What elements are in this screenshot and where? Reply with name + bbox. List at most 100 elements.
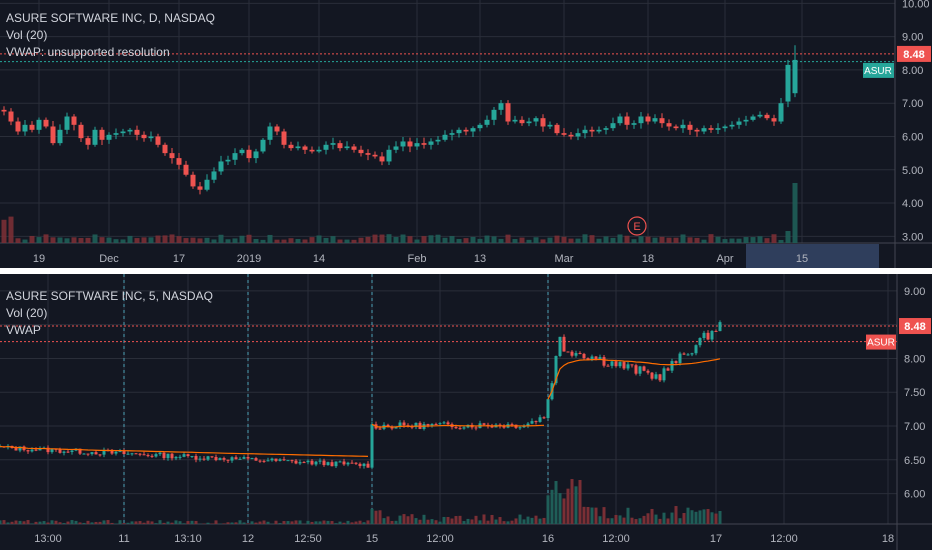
candle-body[interactable]	[86, 453, 90, 455]
candle-body[interactable]	[202, 458, 206, 460]
candle-body[interactable]	[674, 361, 678, 364]
candle-body[interactable]	[82, 453, 86, 455]
candle-body[interactable]	[792, 59, 798, 94]
candle-body[interactable]	[446, 422, 450, 425]
candle-body[interactable]	[158, 452, 162, 455]
candle-body[interactable]	[710, 330, 714, 340]
time-range-highlight[interactable]	[746, 244, 879, 268]
candle-body[interactable]	[645, 116, 651, 122]
candle-body[interactable]	[542, 417, 546, 419]
candle-body[interactable]	[302, 462, 306, 464]
candle-body[interactable]	[337, 143, 343, 149]
candle-body[interactable]	[26, 450, 30, 452]
candle-body[interactable]	[589, 129, 595, 132]
candle-body[interactable]	[449, 133, 455, 135]
candle-body[interactable]	[57, 129, 63, 144]
intraday-chart-svg[interactable]: 9.008.508.007.507.006.506.0013:001113:10…	[0, 274, 932, 550]
candle-body[interactable]	[562, 336, 566, 352]
candle-body[interactable]	[246, 149, 252, 159]
candle-body[interactable]	[714, 330, 718, 332]
candle-body[interactable]	[178, 456, 182, 458]
candle-body[interactable]	[130, 453, 134, 455]
candle-body[interactable]	[490, 426, 494, 428]
candle-body[interactable]	[414, 143, 420, 147]
candle-body[interactable]	[204, 179, 210, 190]
candle-body[interactable]	[430, 423, 434, 426]
candle-body[interactable]	[463, 129, 469, 132]
candle-body[interactable]	[148, 136, 154, 139]
candle-body[interactable]	[682, 353, 686, 355]
candle-body[interactable]	[428, 141, 434, 145]
candle-body[interactable]	[214, 457, 218, 461]
candle-body[interactable]	[122, 451, 126, 455]
candle-body[interactable]	[764, 114, 770, 119]
candle-body[interactable]	[414, 422, 418, 428]
candle-body[interactable]	[610, 361, 614, 366]
candle-body[interactable]	[239, 149, 245, 154]
candle-body[interactable]	[533, 118, 539, 122]
candle-body[interactable]	[554, 356, 558, 384]
candle-body[interactable]	[102, 450, 106, 455]
candle-body[interactable]	[246, 457, 250, 459]
candle-body[interactable]	[46, 447, 50, 453]
candle-body[interactable]	[30, 449, 34, 452]
candle-body[interactable]	[134, 453, 138, 455]
candle-body[interactable]	[474, 427, 478, 429]
candle-body[interactable]	[170, 453, 174, 459]
candle-body[interactable]	[302, 146, 308, 150]
candle-body[interactable]	[678, 353, 682, 364]
candle-body[interactable]	[34, 449, 38, 451]
candle-body[interactable]	[596, 129, 602, 132]
candle-body[interactable]	[659, 118, 665, 124]
candle-body[interactable]	[110, 450, 114, 454]
candle-body[interactable]	[36, 119, 42, 130]
candle-body[interactable]	[442, 422, 446, 424]
candle-body[interactable]	[99, 129, 105, 140]
pane-divider[interactable]	[0, 268, 932, 274]
candle-body[interactable]	[176, 158, 182, 165]
daily-chart-svg[interactable]: E 10.00 9.00 8.00 7.00 6.00 5.00 4.00 3.00 19 Dec 1…	[0, 0, 932, 268]
candle-body[interactable]	[330, 462, 334, 467]
candle-body[interactable]	[210, 456, 214, 458]
candle-body[interactable]	[757, 114, 763, 117]
candle-body[interactable]	[522, 425, 526, 428]
candle-body[interactable]	[750, 116, 756, 120]
candle-body[interactable]	[652, 118, 658, 122]
candle-body[interactable]	[642, 366, 646, 371]
candle-body[interactable]	[729, 124, 735, 127]
candle-body[interactable]	[134, 129, 140, 135]
candle-body[interactable]	[106, 134, 112, 140]
candle-body[interactable]	[150, 455, 154, 457]
candle-body[interactable]	[582, 353, 586, 359]
candle-body[interactable]	[666, 123, 672, 127]
candle-body[interactable]	[694, 345, 698, 354]
candle-body[interactable]	[526, 423, 530, 426]
candle-body[interactable]	[518, 427, 522, 429]
candle-body[interactable]	[574, 353, 578, 356]
candle-body[interactable]	[232, 153, 238, 160]
candle-body[interactable]	[690, 353, 694, 355]
candle-body[interactable]	[318, 460, 322, 462]
candle-body[interactable]	[534, 421, 538, 423]
candle-body[interactable]	[155, 136, 161, 145]
candle-body[interactable]	[127, 129, 133, 132]
candle-body[interactable]	[558, 336, 562, 357]
candle-body[interactable]	[530, 421, 534, 424]
candle-body[interactable]	[702, 332, 706, 339]
candle-body[interactable]	[70, 450, 74, 452]
candle-body[interactable]	[218, 161, 224, 172]
candle-body[interactable]	[434, 423, 438, 425]
candle-body[interactable]	[218, 458, 222, 461]
daily-chart-pane[interactable]: E 10.00 9.00 8.00 7.00 6.00 5.00 4.00 3.00 19 Dec 1…	[0, 0, 932, 268]
candle-body[interactable]	[8, 111, 14, 122]
candle-body[interactable]	[662, 368, 666, 381]
candle-body[interactable]	[282, 459, 286, 461]
candle-body[interactable]	[162, 452, 166, 459]
candle-body[interactable]	[407, 141, 413, 147]
candle-body[interactable]	[454, 427, 458, 429]
candle-body[interactable]	[706, 332, 710, 340]
candle-body[interactable]	[274, 458, 278, 461]
candle-body[interactable]	[226, 459, 230, 461]
candle-body[interactable]	[743, 119, 749, 122]
candle-body[interactable]	[687, 124, 693, 130]
